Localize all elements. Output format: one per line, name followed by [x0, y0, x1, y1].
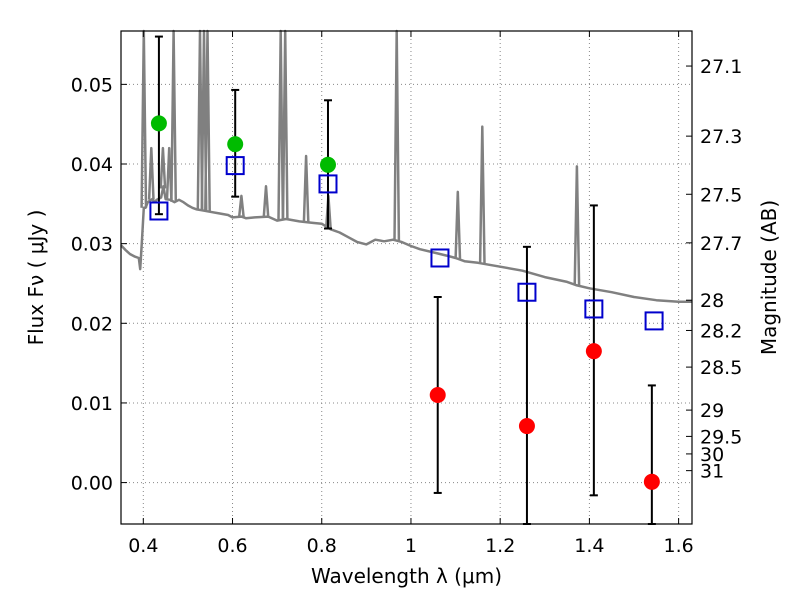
- model-flux-square: [644, 311, 664, 331]
- y2-tick-label: 28.5: [700, 357, 742, 379]
- emission-line: [147, 146, 155, 200]
- model-flux-square: [318, 174, 338, 194]
- y2-tick-label: 28.2: [700, 320, 742, 342]
- emission-line: [478, 125, 486, 264]
- y-tick-label: 0.00: [71, 473, 113, 495]
- y2-tick-label: 28: [700, 290, 724, 312]
- sed-continuum-line: [120, 185, 692, 304]
- x-tick-label: 1.6: [664, 535, 694, 557]
- y-tick-label: 0.03: [71, 234, 113, 256]
- x-tick-label: 0.4: [128, 535, 158, 557]
- y2-tick-label: 31: [700, 461, 724, 483]
- detection-point: [150, 115, 167, 132]
- detection-point: [319, 156, 336, 173]
- y-tick-label: 0.02: [71, 313, 113, 335]
- emission-line: [573, 165, 581, 286]
- emission-line: [262, 185, 270, 217]
- model-flux-square: [225, 156, 245, 176]
- y2-tick-label: 30: [700, 444, 724, 466]
- model-flux-square: [149, 201, 169, 221]
- emission-line: [454, 190, 462, 259]
- emission-line: [302, 154, 310, 223]
- data-markers: [149, 115, 664, 490]
- x-tick-label: 1.2: [485, 535, 515, 557]
- nondetection-point: [429, 386, 446, 403]
- y2-tick-label: 27.3: [700, 126, 742, 148]
- y2-tick-label: 29: [700, 400, 724, 422]
- nondetection-point: [643, 473, 660, 490]
- model-flux-square: [430, 248, 450, 268]
- detection-point: [227, 136, 244, 153]
- y-tick-label: 0.04: [71, 154, 113, 176]
- x-axis-label: Wavelength λ (μm): [311, 564, 502, 588]
- y2-tick-label: 29.5: [700, 426, 742, 448]
- y2-tick-label: 27.1: [700, 56, 742, 78]
- x-tick-label: 0.6: [217, 535, 247, 557]
- y-axis-label: Flux Fν ( μJy ): [24, 210, 48, 346]
- x-tick-label: 1.4: [574, 535, 604, 557]
- x-tick-label: 1: [405, 535, 417, 557]
- x-tick-label: 0.8: [307, 535, 337, 557]
- emission-line: [237, 194, 245, 217]
- nondetection-point: [518, 418, 535, 435]
- y2-axis-label: Magnitude (AB): [757, 200, 781, 355]
- emission-line: [159, 146, 167, 189]
- y-tick-label: 0.01: [71, 393, 113, 415]
- y-tick-label: 0.05: [71, 74, 113, 96]
- model-flux-square: [517, 282, 537, 302]
- y2-tick-label: 27.5: [700, 184, 742, 206]
- x-axis-ticks: 0.4 0.6 0.8 1 1.2 1.4 1.6: [128, 31, 694, 557]
- plot-frame: [120, 30, 693, 525]
- y2-tick-label: 27.7: [700, 233, 742, 255]
- y-axis-ticks: 0.00 0.01 0.02 0.03 0.04 0.05: [71, 74, 127, 495]
- model-flux-square: [584, 299, 604, 319]
- nondetection-point: [585, 343, 602, 360]
